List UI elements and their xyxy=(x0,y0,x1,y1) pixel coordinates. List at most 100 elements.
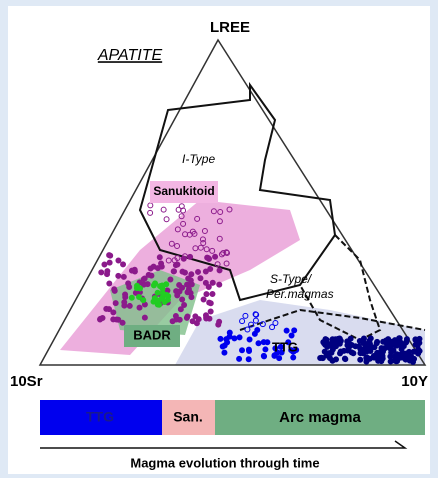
sample-point xyxy=(167,276,174,283)
sample-point xyxy=(112,300,119,307)
sample-point xyxy=(253,311,260,318)
sample-point xyxy=(269,324,276,331)
sample-point xyxy=(177,306,184,313)
sample-point xyxy=(110,309,117,316)
sample-point xyxy=(216,235,223,242)
sample-point xyxy=(107,252,114,259)
sample-point xyxy=(193,320,200,327)
sample-point xyxy=(386,345,393,352)
vertex-label: 10Sr xyxy=(10,373,43,390)
sample-point xyxy=(159,282,166,289)
sample-point xyxy=(179,296,186,303)
sample-point xyxy=(115,316,122,323)
sample-point xyxy=(412,336,419,343)
sample-point xyxy=(216,281,223,288)
sample-point xyxy=(110,316,117,323)
sample-point xyxy=(283,327,290,334)
sample-point xyxy=(194,215,201,222)
sample-point xyxy=(106,259,113,266)
sample-point xyxy=(246,336,253,343)
sample-point xyxy=(140,297,147,304)
sample-point xyxy=(255,340,262,347)
sample-point xyxy=(219,343,226,350)
sample-point xyxy=(218,251,225,258)
sample-point xyxy=(176,282,183,289)
sample-point xyxy=(223,260,230,267)
s-type-outline xyxy=(299,234,382,342)
field-label: Sanukitoid xyxy=(153,184,214,198)
sample-point xyxy=(160,206,167,213)
sample-point xyxy=(141,314,148,321)
sample-point xyxy=(181,301,188,308)
sample-point xyxy=(403,338,410,345)
sample-point xyxy=(144,281,151,288)
sample-point xyxy=(140,276,147,283)
sample-point xyxy=(373,340,380,347)
sample-point xyxy=(209,291,216,298)
sample-point xyxy=(122,294,129,301)
sample-point xyxy=(383,337,390,344)
sample-point xyxy=(271,352,278,359)
sample-point xyxy=(150,263,157,270)
sample-point xyxy=(288,332,295,339)
sample-point xyxy=(318,354,325,361)
sample-point xyxy=(387,353,394,360)
vertex-label: 10Y xyxy=(401,373,428,390)
sample-point xyxy=(367,335,374,342)
sample-point xyxy=(217,335,224,342)
sample-point xyxy=(115,272,122,279)
sample-point xyxy=(416,347,423,354)
sample-point xyxy=(150,282,157,289)
sample-point xyxy=(394,351,401,358)
sample-point xyxy=(226,206,233,213)
sample-point xyxy=(201,228,208,235)
sample-point xyxy=(161,298,168,305)
sample-point xyxy=(174,261,181,268)
ttg-outline xyxy=(239,308,426,331)
sample-point xyxy=(206,299,213,306)
sample-point xyxy=(158,260,165,267)
sample-point xyxy=(106,306,113,313)
label-box xyxy=(150,181,218,203)
sample-point xyxy=(254,327,261,334)
sample-point xyxy=(328,340,335,347)
sample-point xyxy=(197,244,204,251)
sample-point xyxy=(262,346,269,353)
sample-point xyxy=(378,352,385,359)
sample-point xyxy=(323,350,330,357)
sample-point xyxy=(154,289,161,296)
vertex-label: LREE xyxy=(210,19,250,36)
sample-point xyxy=(182,231,189,238)
sample-point xyxy=(184,281,191,288)
sample-point xyxy=(342,356,349,363)
bar-label: San. xyxy=(173,409,203,425)
sample-point xyxy=(202,279,209,286)
sample-point xyxy=(277,343,284,350)
sample-point xyxy=(174,242,181,249)
sample-point xyxy=(244,326,251,333)
sample-point xyxy=(215,321,222,328)
sample-point xyxy=(156,254,163,261)
sample-point xyxy=(115,257,122,264)
sample-point xyxy=(293,347,300,354)
sample-point xyxy=(183,314,190,321)
arrow xyxy=(40,440,408,449)
sample-point xyxy=(171,257,178,264)
sample-point xyxy=(276,355,283,362)
sample-point xyxy=(178,213,185,220)
sample-point xyxy=(147,209,154,216)
bar-label: Arc magma xyxy=(279,409,361,426)
i-type-outline xyxy=(138,81,337,302)
sample-point xyxy=(119,319,126,326)
sample-point xyxy=(136,304,143,311)
sample-point xyxy=(350,350,357,357)
sample-point xyxy=(367,348,374,355)
sample-point xyxy=(285,339,292,346)
sample-point xyxy=(135,293,142,300)
sample-point xyxy=(236,334,243,341)
field-label: Per.magmas xyxy=(266,287,334,301)
sample-point xyxy=(363,358,370,365)
sample-point xyxy=(290,354,297,361)
sample-point xyxy=(197,275,204,282)
sample-point xyxy=(99,315,106,322)
